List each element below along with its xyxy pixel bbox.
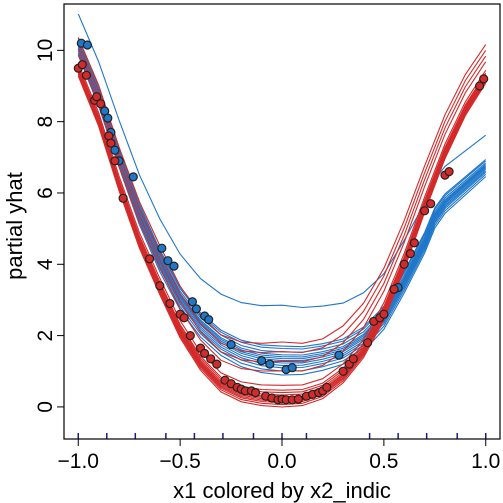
blue-observed-point xyxy=(110,145,120,155)
x-tick-label: 0.5 xyxy=(369,450,398,473)
blue-observed-point xyxy=(204,315,214,325)
red-ice-curve xyxy=(77,42,487,354)
red-observed-point xyxy=(77,59,87,70)
blue-ice-curve xyxy=(77,13,487,309)
x-tick-label: −1.0 xyxy=(58,450,99,473)
x-tick-label: −0.5 xyxy=(159,450,200,473)
red-observed-point xyxy=(179,313,189,323)
x-axis: −1.0 −0.5 0.0 0.5 1.0 xyxy=(58,439,500,473)
blue-observed-point xyxy=(265,359,275,369)
x-tick-label: 0.0 xyxy=(267,450,296,473)
blue-observed-point xyxy=(334,350,344,360)
red-observed-point xyxy=(212,359,222,369)
red-ice-curve xyxy=(77,75,487,408)
red-observed-point xyxy=(206,354,216,364)
red-observed-point xyxy=(155,281,165,291)
red-observed-point xyxy=(405,249,415,259)
blue-observed-point xyxy=(128,172,138,182)
red-observed-point xyxy=(363,338,373,348)
blue-observed-point xyxy=(187,297,197,307)
blue-ice-curve xyxy=(77,55,487,376)
blue-ice-curve xyxy=(77,37,487,348)
x-axis-label: x1 colored by x2_indic xyxy=(173,478,391,503)
blue-observed-point xyxy=(287,363,297,373)
red-observed-point xyxy=(444,167,454,177)
red-observed-point xyxy=(322,382,332,392)
red-ice-curve xyxy=(77,37,487,344)
red-observed-point xyxy=(145,254,155,264)
red-observed-point xyxy=(420,206,430,216)
blue-observed-point xyxy=(191,304,201,314)
red-observed-point xyxy=(475,81,485,91)
red-observed-point xyxy=(200,348,210,358)
red-ice-curve xyxy=(77,48,487,363)
red-observed-point xyxy=(389,284,399,294)
red-observed-point xyxy=(110,156,120,166)
points-layer xyxy=(73,38,489,405)
red-observed-point xyxy=(165,298,175,309)
blue-observed-point xyxy=(257,356,267,366)
red-observed-point xyxy=(293,394,303,404)
blue-ice-curve xyxy=(77,47,487,364)
blue-ice-curve xyxy=(77,39,487,350)
red-observed-point xyxy=(106,138,116,148)
blue-observed-point xyxy=(103,113,113,123)
rug-layer xyxy=(77,433,487,439)
red-ice-curve xyxy=(77,65,487,391)
red-observed-point xyxy=(250,388,261,398)
red-observed-point xyxy=(379,309,389,319)
red-observed-point xyxy=(118,193,128,203)
y-tick-label: 2 xyxy=(34,330,57,342)
red-observed-point xyxy=(91,92,102,102)
plot-frame xyxy=(63,3,501,440)
y-tick-label: 6 xyxy=(34,187,57,199)
blue-observed-point xyxy=(82,40,93,50)
red-observed-point xyxy=(399,259,409,269)
red-observed-point xyxy=(81,70,92,80)
y-axis: 0 2 4 6 8 10 xyxy=(34,39,64,413)
x-tick-label: 1.0 xyxy=(471,450,500,473)
y-tick-label: 4 xyxy=(34,258,57,270)
red-observed-point xyxy=(348,354,358,364)
blue-observed-point xyxy=(226,339,236,350)
red-observed-point xyxy=(338,366,348,376)
red-observed-point xyxy=(185,331,195,341)
y-tick-label: 10 xyxy=(34,39,57,62)
y-tick-label: 0 xyxy=(34,401,57,413)
red-ice-curve xyxy=(77,62,487,386)
y-axis-label-group: partial yhat xyxy=(2,172,27,280)
blue-observed-point xyxy=(157,243,167,253)
blue-observed-point xyxy=(169,261,179,271)
y-tick-label: 8 xyxy=(34,116,57,128)
red-observed-point xyxy=(409,238,419,248)
blue-observed-point xyxy=(163,256,173,266)
red-observed-point xyxy=(479,74,489,84)
red-observed-point xyxy=(426,199,436,209)
y-axis-label: partial yhat xyxy=(2,172,27,280)
red-ice-curve xyxy=(77,67,487,394)
red-observed-point xyxy=(96,99,106,109)
blue-ice-curve xyxy=(77,43,487,356)
